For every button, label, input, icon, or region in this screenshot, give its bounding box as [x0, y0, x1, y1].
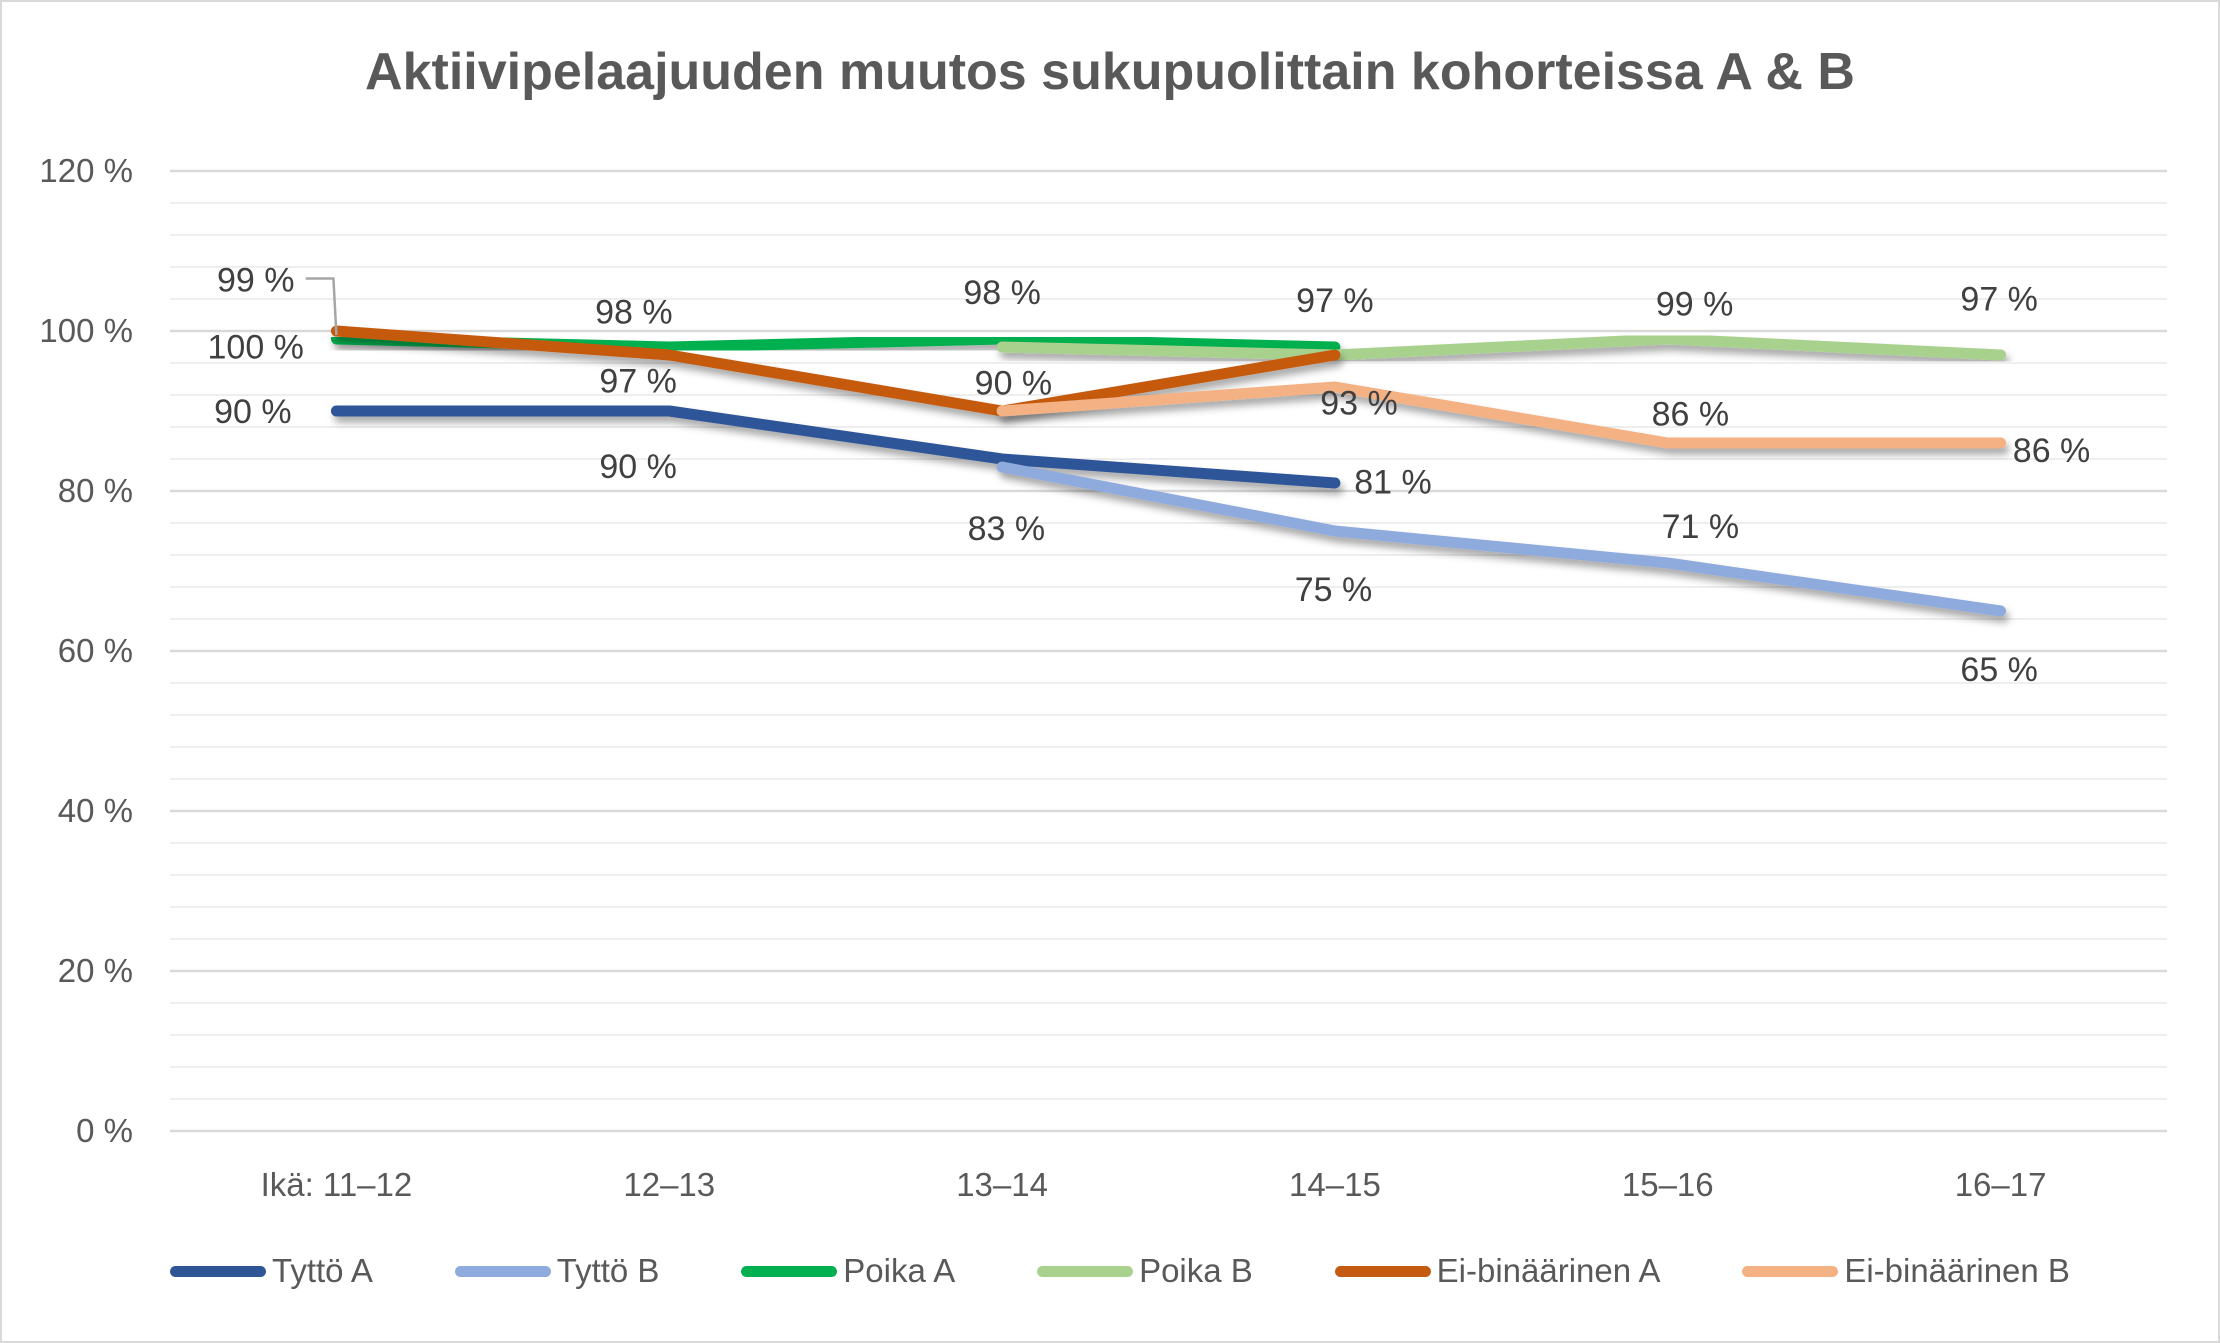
legend-label: Poika B	[1139, 1252, 1253, 1289]
data-point	[1333, 482, 1336, 484]
x-tick-label: 14–15	[1289, 1166, 1381, 1203]
y-tick-label: 20 %	[58, 952, 133, 989]
data-label: 100 %	[208, 329, 304, 367]
data-point	[1666, 562, 1669, 564]
legend-swatch	[1037, 1265, 1134, 1277]
data-label: 86 %	[1652, 395, 1730, 433]
legend: Tyttö A Tyttö B Poika A Poika B Ei-binäärine…	[170, 1252, 2070, 1290]
legend-swatch	[170, 1265, 266, 1277]
legend-item: Ei-binäärinen A	[1334, 1252, 1661, 1290]
data-point	[1001, 458, 1004, 460]
data-point	[335, 410, 338, 412]
leader-line	[305, 277, 338, 336]
data-point	[1333, 386, 1336, 388]
data-label: 86 %	[2013, 432, 2091, 470]
data-label: 75 %	[1295, 571, 1373, 609]
data-label: 65 %	[1960, 651, 2038, 689]
legend-item: Tyttö B	[454, 1252, 660, 1290]
data-label: 97 %	[1960, 280, 2038, 318]
data-label: 71 %	[1662, 508, 1740, 546]
legend-swatch	[1334, 1265, 1431, 1277]
x-tick-label: 13–14	[956, 1166, 1048, 1203]
legend-label: Ei-binäärinen A	[1436, 1252, 1661, 1289]
series-line-tytt-b	[996, 461, 2007, 617]
data-label: 98 %	[963, 274, 1041, 312]
data-point	[668, 410, 671, 412]
data-label: 90 %	[214, 393, 292, 431]
y-tick-label: 60 %	[58, 632, 133, 669]
data-point	[1001, 338, 1004, 340]
data-label: 99 %	[1656, 286, 1734, 324]
legend-swatch	[741, 1265, 838, 1277]
x-tick-label: 16–17	[1955, 1166, 2047, 1203]
data-point	[1333, 346, 1336, 348]
y-tick-label: 80 %	[58, 472, 133, 509]
legend-label: Ei-binäärinen B	[1844, 1252, 2070, 1289]
data-point	[1999, 442, 2002, 444]
legend-item: Ei-binäärinen B	[1742, 1252, 2070, 1290]
x-tick-label: 12–13	[623, 1166, 715, 1203]
y-tick-label: 120 %	[39, 152, 133, 189]
data-point	[1001, 466, 1004, 468]
data-point	[1999, 610, 2002, 612]
data-label: 90 %	[599, 448, 677, 486]
data-point	[1666, 338, 1669, 340]
y-tick-label: 0 %	[76, 1112, 133, 1149]
x-tick-label: 15–16	[1622, 1166, 1714, 1203]
series-line-ei-bin-rinen-a	[330, 325, 1341, 417]
data-label: 97 %	[599, 362, 677, 400]
data-label: 90 %	[975, 365, 1053, 403]
data-point	[335, 338, 338, 340]
legend-swatch	[454, 1265, 551, 1277]
data-label: 83 %	[968, 510, 1046, 548]
legend-swatch	[1742, 1265, 1839, 1277]
data-point	[1999, 354, 2002, 356]
data-point	[1333, 354, 1336, 356]
data-point	[1666, 442, 1669, 444]
legend-label: Tyttö A	[272, 1252, 373, 1289]
data-point	[1001, 346, 1004, 348]
series-line-ei-bin-rinen-b	[996, 381, 2007, 449]
chart-title: Aktiivipelaajuuden muutos sukupuolittain…	[365, 43, 1855, 101]
data-label: 97 %	[1296, 282, 1374, 320]
data-point	[1001, 410, 1004, 412]
x-tick-label: Ikä: 11–12	[261, 1166, 413, 1203]
data-label: 93 %	[1320, 385, 1398, 423]
data-point	[668, 346, 671, 348]
data-point	[668, 354, 671, 356]
legend-label: Poika A	[843, 1252, 956, 1289]
data-label: 99 %	[217, 262, 295, 300]
legend-label: Tyttö B	[556, 1252, 660, 1289]
y-tick-label: 100 %	[39, 312, 133, 349]
legend-item: Poika A	[741, 1252, 955, 1290]
legend-item: Tyttö A	[170, 1252, 373, 1290]
data-label: 81 %	[1354, 464, 1432, 502]
series-line-poika-b	[996, 333, 2007, 361]
series-line-tytt-a	[330, 405, 1341, 489]
legend-item: Poika B	[1037, 1252, 1253, 1290]
data-point	[1333, 530, 1336, 532]
y-tick-label: 40 %	[58, 792, 133, 829]
data-label: 98 %	[595, 294, 673, 332]
